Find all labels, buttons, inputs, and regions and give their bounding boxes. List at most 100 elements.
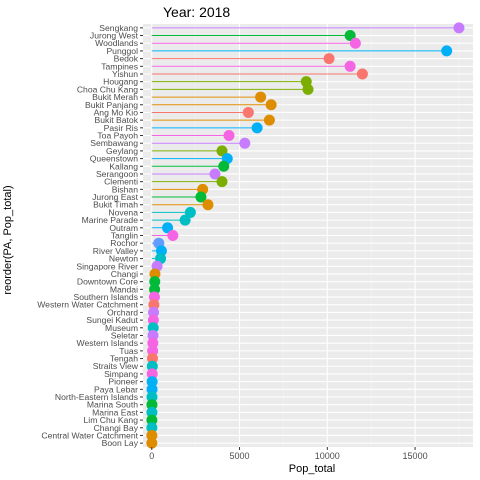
point-51	[146, 414, 158, 426]
y-tick-label: Bukit Panjang	[85, 100, 138, 110]
y-tick-label: Bishan	[112, 184, 138, 194]
y-tick-label: Bukit Timah	[93, 200, 138, 210]
point-45	[146, 368, 158, 380]
point-53	[146, 429, 158, 441]
point-13	[251, 122, 263, 134]
y-tick-label: Jurong West	[90, 31, 139, 41]
y-tick-label: Straits View	[93, 361, 139, 371]
point-27	[167, 230, 179, 241]
y-tick-label: Simpang	[104, 369, 138, 379]
point-32	[149, 268, 161, 280]
y-tick-label: Hougang	[103, 77, 138, 87]
y-tick-label: River Valley	[93, 246, 139, 256]
point-10	[265, 99, 277, 111]
y-tick-label: Western Islands	[77, 338, 138, 348]
y-tick-label: Changi Bay	[94, 423, 139, 433]
point-46	[146, 376, 158, 388]
x-tick-label: 10000	[315, 451, 340, 461]
y-tick-label: Tengah	[110, 354, 138, 364]
point-38	[147, 314, 159, 326]
y-tick-label: Tampines	[101, 61, 138, 71]
y-tick-label: Novena	[108, 207, 138, 217]
point-19	[209, 168, 221, 180]
y-tick-label: Mandai	[110, 284, 138, 294]
y-tick-label: Sungei Kadut	[86, 315, 138, 325]
point-11	[242, 106, 254, 118]
y-tick-label: Woodlands	[95, 38, 138, 48]
point-43	[146, 353, 158, 365]
y-tick-label: Punggol	[106, 46, 138, 56]
y-tick-label: Western Water Catchment	[37, 300, 138, 310]
y-tick-label: Seletar	[111, 330, 138, 340]
y-tick-label: Boon Lay	[102, 438, 139, 448]
point-22	[195, 191, 207, 203]
point-42	[147, 345, 159, 357]
y-tick-label: Kallang	[109, 161, 138, 171]
x-axis-title: Pop_total	[289, 463, 335, 475]
point-5	[344, 60, 356, 72]
point-39	[147, 322, 159, 334]
y-tick-label: Marine Parade	[82, 215, 139, 225]
y-tick-label: Paya Lebar	[94, 384, 138, 394]
point-14	[223, 130, 235, 142]
y-tick-label: Toa Payoh	[97, 131, 138, 141]
point-52	[146, 422, 158, 434]
point-34	[149, 283, 161, 295]
y-tick-label: Outram	[109, 223, 138, 233]
point-48	[146, 391, 158, 403]
y-tick-label: North-Eastern Islands	[55, 392, 138, 402]
point-25	[179, 214, 191, 226]
y-tick-label: Marina South	[87, 400, 138, 410]
y-tick-label: Newton	[109, 254, 138, 264]
point-40	[147, 329, 159, 341]
point-37	[148, 306, 160, 318]
y-tick-label: Tanglin	[111, 231, 138, 241]
point-50	[146, 406, 158, 418]
point-12	[263, 114, 275, 126]
point-41	[147, 337, 159, 349]
y-tick-label: Bukit Batok	[95, 115, 139, 125]
point-23	[202, 199, 214, 211]
point-49	[146, 399, 158, 411]
y-tick-label: Ang Mo Kio	[94, 107, 139, 117]
y-axis-title: reorder(PA, Pop_total)	[2, 185, 14, 294]
y-tick-label: Central Water Catchment	[41, 430, 138, 440]
y-tick-label: Sembawang	[90, 138, 138, 148]
x-tick-label: 5000	[230, 451, 250, 461]
point-9	[255, 91, 267, 103]
y-tick-label: Choa Chu Kang	[77, 84, 138, 94]
y-tick-label: Lim Chu Kang	[84, 415, 139, 425]
x-axis: 0 5000 10000 15000	[149, 447, 428, 461]
point-0	[453, 22, 465, 34]
point-1	[344, 30, 356, 42]
point-16	[216, 145, 228, 157]
point-15	[239, 137, 251, 149]
y-tick-label: Tuas	[119, 346, 138, 356]
y-tick-label: Serangoon	[96, 169, 138, 179]
y-tick-label: Pioneer	[108, 377, 138, 387]
point-26	[162, 222, 174, 234]
point-47	[146, 383, 158, 395]
y-tick-label: Bedok	[114, 54, 139, 64]
chart-title: Year: 2018	[163, 4, 230, 20]
point-54	[146, 437, 158, 449]
point-24	[184, 206, 196, 218]
y-tick-label: Jurong East	[92, 192, 138, 202]
y-tick-label: Singapore River	[76, 261, 138, 271]
y-tick-label: Yishun	[112, 69, 138, 79]
point-3	[441, 45, 453, 57]
y-tick-label: Rochor	[110, 238, 138, 248]
y-tick-label: Downtown Core	[77, 277, 138, 287]
points	[146, 22, 465, 449]
point-33	[149, 276, 161, 288]
y-tick-label: Sengkang	[99, 23, 138, 33]
y-tick-label: Marina East	[92, 407, 138, 417]
x-tick-label: 0	[149, 451, 154, 461]
y-tick-label: Queenstown	[90, 154, 138, 164]
point-2	[349, 37, 361, 49]
y-tick-label: Southern Islands	[74, 292, 139, 302]
y-tick-label: Bukit Merah	[92, 92, 138, 102]
point-4	[323, 53, 335, 65]
